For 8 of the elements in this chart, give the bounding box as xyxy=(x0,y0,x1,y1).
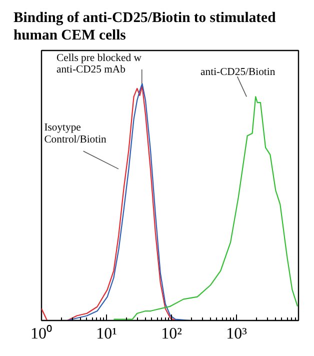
x-tick-label: 10¹ xyxy=(96,326,118,342)
x-tick-label: 10³ xyxy=(226,326,248,342)
x-tick-label: 10² xyxy=(161,326,182,342)
text: Isoytype Control/Biotin xyxy=(44,122,108,146)
series-label: Cells pre blocked w anti-CD25 mAb xyxy=(56,52,142,76)
x-tick-label: 10⁰ xyxy=(30,324,52,342)
chart-title: Binding of anti-CD25/Biotin to stimulated human CEM cells xyxy=(14,10,276,44)
text: anti-CD25/Biotin xyxy=(200,67,276,78)
